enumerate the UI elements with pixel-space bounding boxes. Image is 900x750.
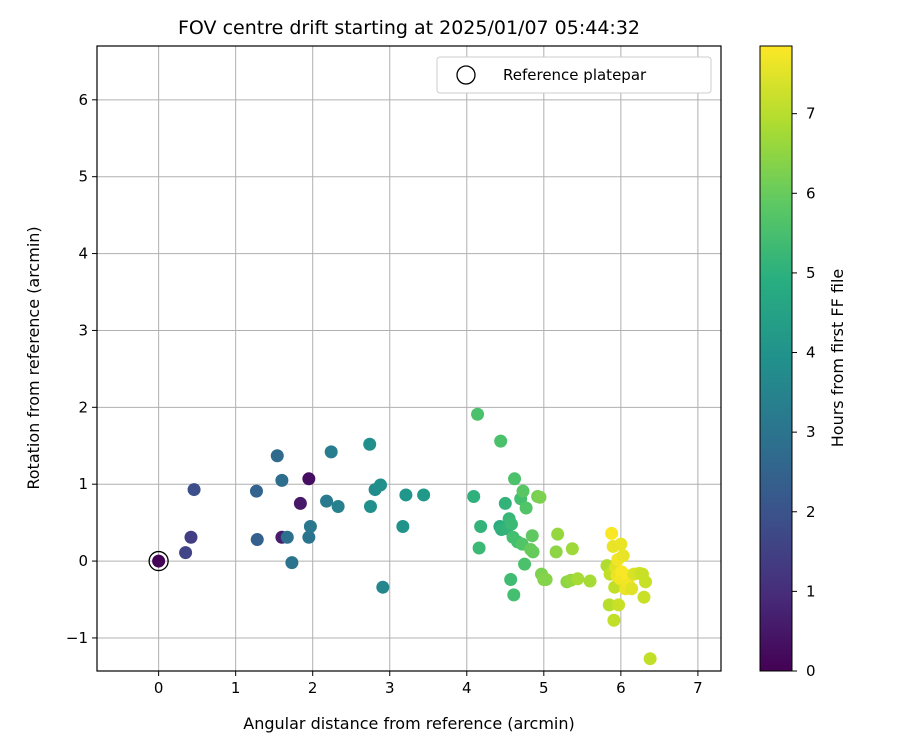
scatter-point	[280, 530, 294, 544]
scatter-point	[526, 545, 540, 559]
chart-title: FOV centre drift starting at 2025/01/07 …	[178, 17, 640, 39]
colorbar-tick-label: 2	[806, 503, 816, 521]
scatter-point	[363, 437, 377, 451]
colorbar-label: Hours from first FF file	[828, 269, 847, 448]
scatter-point	[614, 537, 628, 551]
scatter-point	[602, 598, 616, 612]
scatter-point	[275, 473, 289, 487]
scatter-point	[303, 519, 317, 533]
scatter-point	[637, 590, 651, 604]
scatter-point	[302, 472, 316, 486]
scatter-point	[324, 445, 338, 459]
scatter-point	[270, 449, 284, 463]
x-tick-label: 0	[154, 679, 164, 697]
scatter-point	[639, 575, 653, 589]
scatter-point	[643, 652, 657, 666]
x-tick-label: 3	[385, 679, 395, 697]
colorbar-tick-label: 5	[806, 264, 816, 282]
scatter-point	[363, 499, 377, 513]
scatter-point	[616, 549, 630, 563]
scatter-point	[508, 472, 522, 486]
scatter-point	[417, 488, 431, 502]
scatter-point	[467, 489, 481, 503]
scatter-point	[549, 545, 563, 559]
scatter-point	[249, 484, 263, 498]
scatter-point	[152, 554, 166, 568]
x-axis-ticks: 0 1 2 3 4 5 6 7	[154, 671, 703, 697]
scatter-point	[518, 557, 532, 571]
y-tick-label: 5	[78, 168, 88, 186]
scatter-point	[533, 490, 547, 504]
x-tick-label: 6	[616, 679, 626, 697]
scatter-point	[396, 519, 410, 533]
scatter-point	[565, 542, 579, 556]
scatter-point	[474, 519, 488, 533]
scatter-point	[539, 573, 553, 587]
x-tick-label: 4	[462, 679, 472, 697]
scatter-point	[187, 483, 201, 497]
scatter-point	[504, 517, 518, 531]
scatter-points	[152, 407, 657, 666]
scatter-point	[320, 494, 334, 508]
x-tick-label: 7	[693, 679, 703, 697]
scatter-point	[516, 484, 530, 498]
x-axis-label: Angular distance from reference (arcmin)	[243, 714, 574, 733]
scatter-point	[179, 546, 193, 560]
scatter-point	[607, 613, 621, 627]
grid-lines	[97, 46, 721, 671]
scatter-point	[472, 541, 486, 555]
scatter-point	[293, 496, 307, 510]
x-tick-label: 1	[231, 679, 241, 697]
x-tick-label: 5	[539, 679, 549, 697]
y-tick-label: 6	[78, 91, 88, 109]
scatter-point	[376, 580, 390, 594]
scatter-point	[331, 499, 345, 513]
legend-entry-reference: Reference platepar	[503, 66, 647, 84]
colorbar-tick-label: 0	[806, 662, 816, 680]
legend-reference-marker	[456, 65, 476, 85]
y-tick-label: −1	[66, 629, 88, 647]
scatter-point	[285, 556, 299, 570]
scatter-point	[494, 434, 508, 448]
colorbar-tick-label: 6	[806, 184, 816, 202]
scatter-point	[498, 496, 512, 510]
y-tick-label: 0	[78, 552, 88, 570]
reference-marker	[148, 550, 169, 572]
scatter-point	[612, 598, 626, 612]
scatter-point	[471, 407, 485, 421]
scatter-point	[302, 530, 316, 544]
reference-marker-group	[148, 550, 169, 572]
y-axis-label: Rotation from reference (arcmin)	[24, 226, 43, 489]
plot-frame	[96, 45, 722, 672]
colorbar-tick-label: 3	[806, 423, 816, 441]
scatter-point	[625, 582, 639, 596]
scatter-point	[525, 529, 539, 543]
y-tick-label: 4	[78, 245, 88, 263]
scatter-point	[571, 572, 585, 586]
y-axis-ticks: −1 0 1 2 3 4 5 6	[66, 91, 97, 647]
scatter-point	[399, 488, 413, 502]
scatter-point	[605, 526, 619, 540]
legend: Reference platepar	[436, 56, 712, 94]
colorbar: 0 1 2 3 4 5 6 7 Hours from first FF file	[759, 45, 847, 680]
scatter-point	[373, 478, 387, 492]
y-tick-label: 3	[78, 321, 88, 339]
scatter-point	[504, 573, 518, 587]
scatter-point	[551, 527, 565, 541]
scatter-point	[250, 533, 264, 547]
colorbar-gradient	[759, 45, 793, 672]
colorbar-tick-label: 4	[806, 344, 816, 362]
colorbar-ticks: 0 1 2 3 4 5 6 7	[792, 105, 816, 680]
legend-box	[436, 56, 712, 94]
scatter-point	[184, 530, 198, 544]
scatter-point	[519, 501, 533, 515]
scatter-point	[583, 574, 597, 588]
colorbar-tick-label: 7	[806, 105, 816, 123]
colorbar-tick-label: 1	[806, 582, 816, 600]
scatter-point	[507, 588, 521, 602]
y-tick-label: 2	[78, 398, 88, 416]
y-tick-label: 1	[78, 475, 88, 493]
x-tick-label: 2	[308, 679, 318, 697]
